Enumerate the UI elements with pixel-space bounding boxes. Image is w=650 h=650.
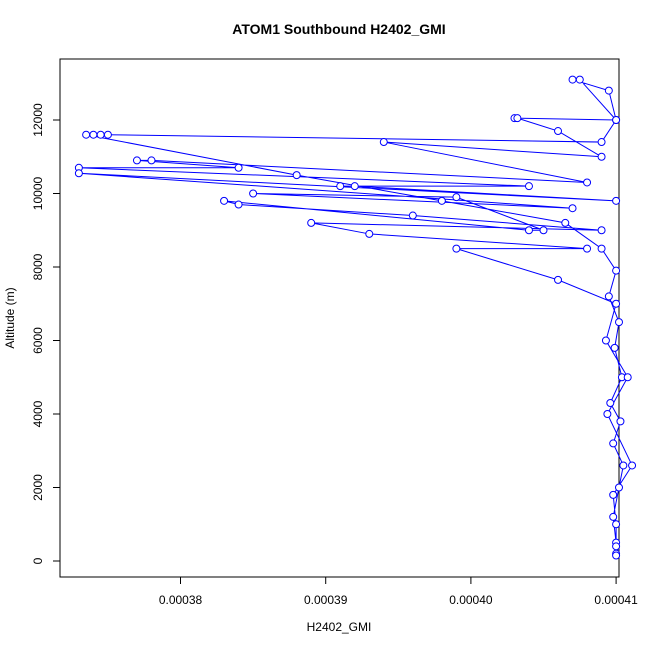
point <box>554 127 563 136</box>
point <box>583 178 592 187</box>
point <box>74 169 83 178</box>
x-tick-label: 0.00040 <box>449 593 493 607</box>
point <box>609 490 618 499</box>
y-tick-label: 4000 <box>31 400 45 427</box>
series-line <box>78 79 633 556</box>
y-tick-label: 12000 <box>31 103 45 137</box>
y-tick-label: 8000 <box>31 253 45 280</box>
point <box>437 196 446 205</box>
point <box>336 182 345 191</box>
point <box>234 163 243 172</box>
point <box>612 116 621 125</box>
point <box>609 512 618 521</box>
y-tick-label: 10000 <box>31 176 45 210</box>
point <box>597 152 606 161</box>
point <box>612 542 621 551</box>
point <box>597 226 606 235</box>
plot-frame <box>59 58 620 578</box>
point <box>513 114 522 123</box>
point <box>615 483 623 492</box>
point <box>103 130 112 139</box>
x-tick-label: 0.00039 <box>304 593 348 607</box>
point <box>408 211 417 220</box>
point <box>561 218 570 227</box>
point <box>601 336 610 345</box>
point <box>612 266 621 275</box>
point <box>147 156 156 165</box>
point <box>609 439 618 448</box>
y-tick-label: 0 <box>31 557 45 564</box>
point <box>597 138 606 147</box>
chart-title: ATOM1 Southbound H2402_GMI <box>232 21 445 37</box>
point <box>524 226 533 235</box>
x-tick-label: 0.00038 <box>159 593 203 607</box>
point <box>603 410 612 419</box>
x-axis-label: H2402_GMI <box>307 620 372 634</box>
point <box>568 75 577 84</box>
point <box>554 275 563 284</box>
point <box>612 196 621 205</box>
point <box>234 200 243 209</box>
point <box>583 244 592 253</box>
point <box>616 417 625 426</box>
point <box>452 244 461 253</box>
point <box>612 551 621 560</box>
point <box>350 182 359 191</box>
point <box>524 182 533 191</box>
point <box>220 196 229 205</box>
point <box>615 318 623 327</box>
point <box>623 373 632 382</box>
point <box>379 138 388 147</box>
y-axis-label: Altitude (m) <box>3 287 17 348</box>
point <box>132 156 141 165</box>
point <box>619 461 628 470</box>
point <box>606 398 615 407</box>
x-tick-label: 0.00041 <box>594 593 638 607</box>
point <box>610 343 619 352</box>
point <box>612 299 621 308</box>
point <box>628 461 637 470</box>
point <box>604 86 613 95</box>
point <box>539 226 548 235</box>
point <box>597 244 606 253</box>
point <box>365 229 374 238</box>
point <box>82 130 91 139</box>
point <box>575 75 584 84</box>
point <box>89 130 98 139</box>
point <box>249 189 258 198</box>
point <box>452 193 461 202</box>
point <box>568 204 577 213</box>
y-tick-label: 6000 <box>31 327 45 354</box>
point <box>307 218 316 227</box>
y-tick-label: 2000 <box>31 474 45 501</box>
point <box>292 171 301 180</box>
point <box>612 520 621 529</box>
point <box>96 130 105 139</box>
point <box>604 292 613 301</box>
